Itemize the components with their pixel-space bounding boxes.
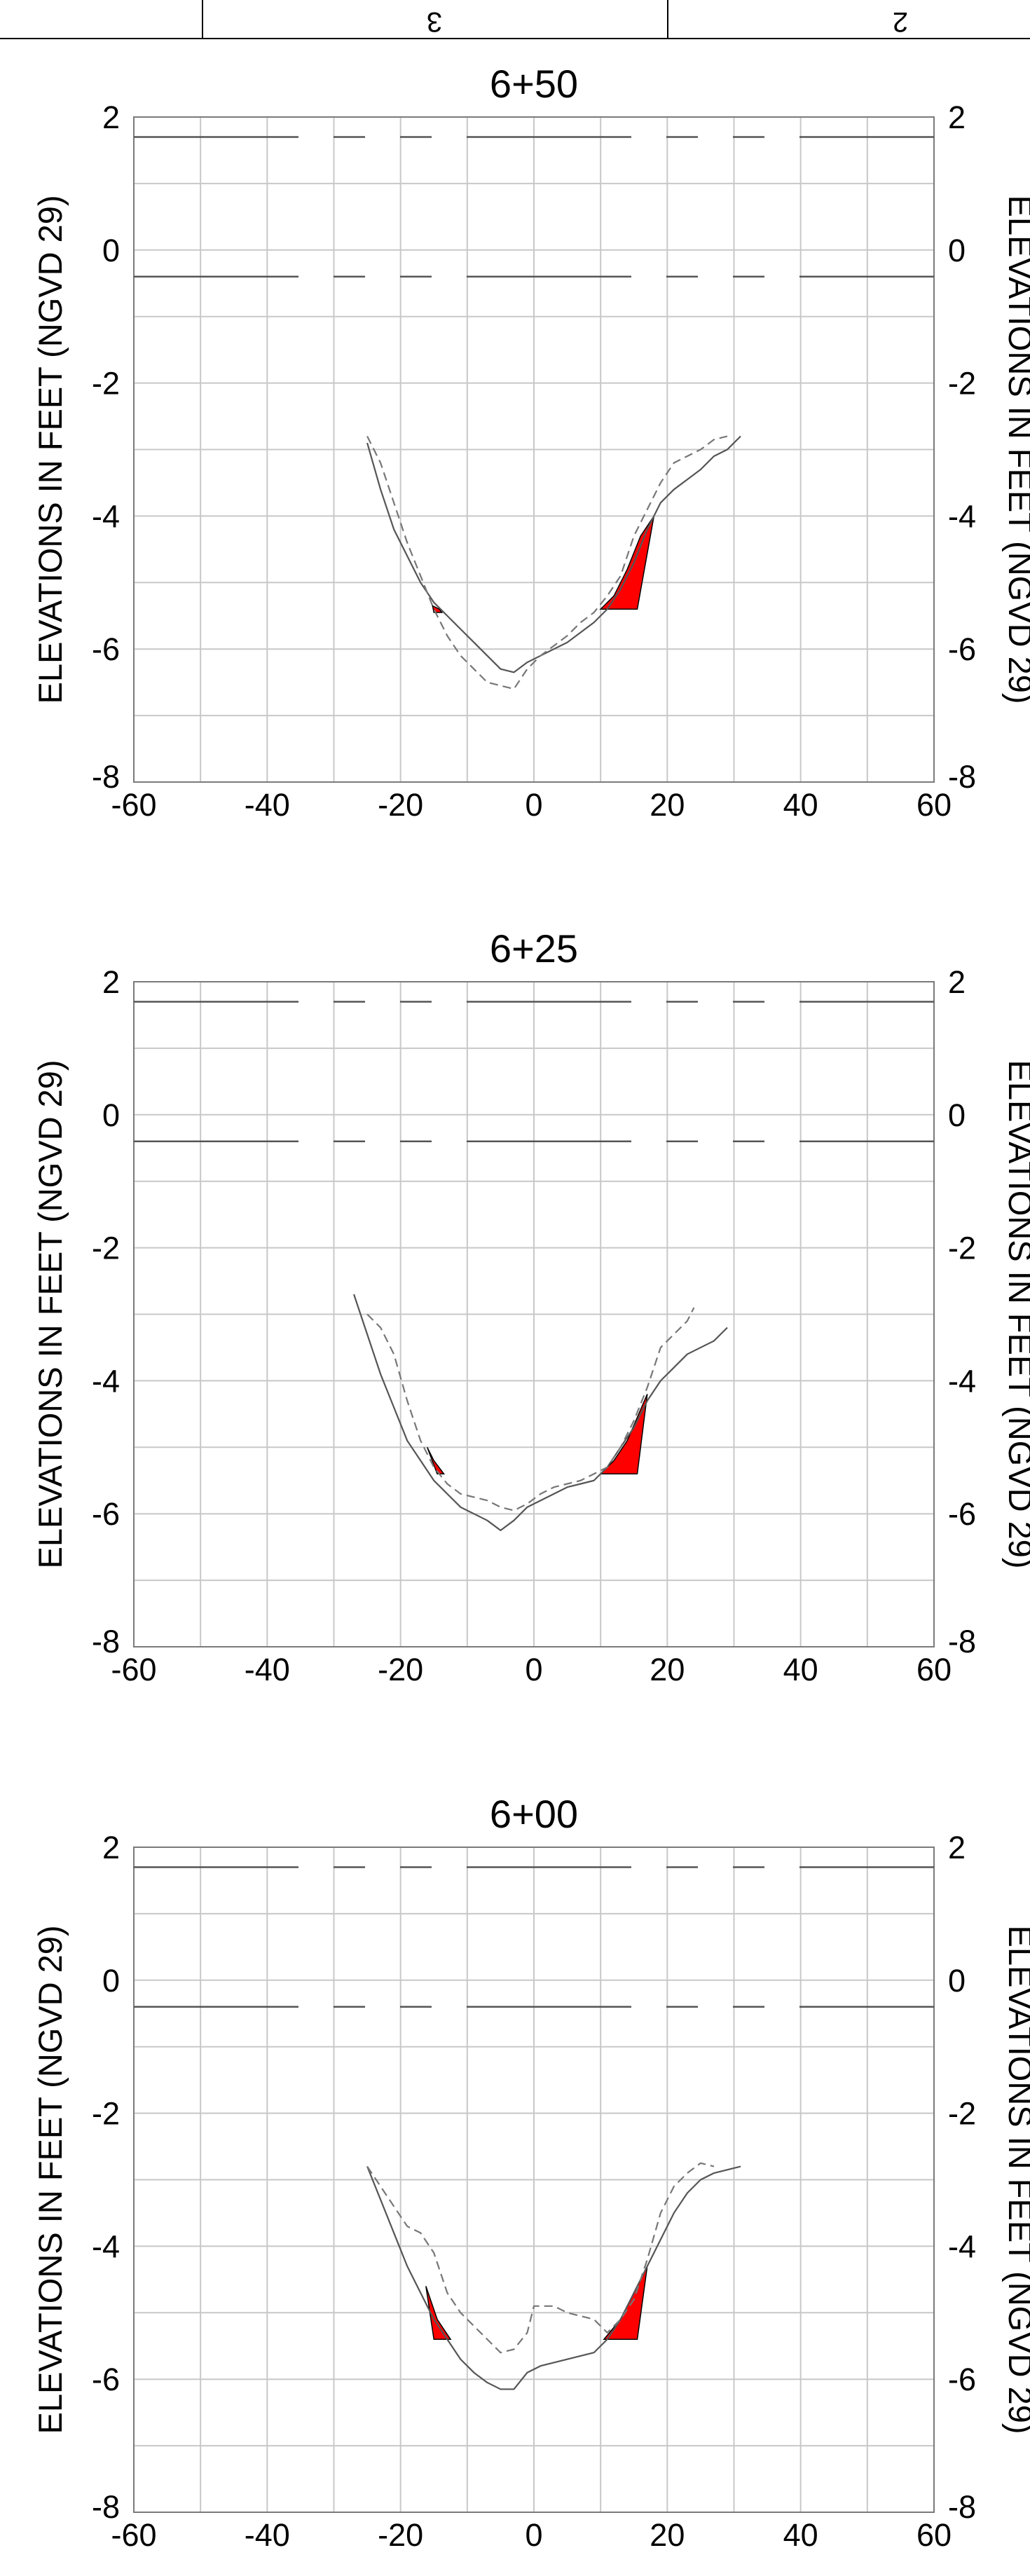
x-tick-label: -20 xyxy=(378,787,423,823)
y-tick-label-right: -2 xyxy=(948,2096,976,2132)
y-tick-label-right: -8 xyxy=(948,2489,976,2525)
y-tick-label-left: 0 xyxy=(102,233,120,268)
x-tick-label: -40 xyxy=(245,2517,290,2553)
cross-section-chart-0: 6+50-60 -40 -20 0 20 40 602 20 0-2 -2-4 -4-6 -6-8 -8… xyxy=(32,62,1030,823)
y-tick-label-right: -4 xyxy=(948,2228,976,2264)
y-tick-label-left: 2 xyxy=(102,100,120,135)
x-tick-label: 60 xyxy=(916,787,952,823)
x-tick-label: 40 xyxy=(783,787,818,823)
y-tick-label-left: 0 xyxy=(102,1963,120,1999)
y-tick-label-right: -6 xyxy=(948,1496,976,1532)
cross-section-chart-2: 6+00-60 -40 -20 0 20 40 602 20 0-2 -2-4 -4-6 -6-8 -8… xyxy=(32,1792,1030,2553)
profile-line-solid xyxy=(353,1294,728,1532)
x-tick-label: 40 xyxy=(783,1652,818,1687)
y-axis-label-right: ELEVATIONS IN FEET (NGVD 29) xyxy=(1002,1060,1030,1568)
y-tick-label-right: -2 xyxy=(948,1231,976,1266)
profile-line-solid xyxy=(366,2165,741,2390)
y-tick-label-left: -4 xyxy=(92,498,120,534)
y-tick-label-left: -6 xyxy=(92,1496,120,1532)
y-tick-label-right: 0 xyxy=(948,1097,966,1133)
y-tick-label-left: -8 xyxy=(92,1624,120,1659)
y-axis-label-right: ELEVATIONS IN FEET (NGVD 29) xyxy=(1002,195,1030,704)
chart-title: 6+25 xyxy=(490,926,578,971)
y-tick-label-right: -2 xyxy=(948,366,976,402)
x-tick-label: 20 xyxy=(650,787,685,823)
chart-title: 6+00 xyxy=(490,1792,578,1836)
x-tick-label: 0 xyxy=(525,2517,542,2553)
x-tick-label: 20 xyxy=(650,2517,685,2553)
y-tick-label-right: 2 xyxy=(948,1830,966,1865)
y-tick-label-left: -8 xyxy=(92,759,120,795)
y-tick-label-right: -6 xyxy=(948,631,976,667)
y-tick-label-right: 2 xyxy=(948,964,966,1000)
y-axis-label-left: ELEVATIONS IN FEET (NGVD 29) xyxy=(32,1060,69,1568)
x-tick-label: 60 xyxy=(916,2517,952,2553)
x-tick-label: -60 xyxy=(111,1652,156,1687)
cross-section-chart-1: 6+25-60 -40 -20 0 20 40 602 20 0-2 -2-4 -4-6 -6-8 -8… xyxy=(32,926,1030,1687)
y-tick-label-left: 2 xyxy=(102,1830,120,1865)
y-tick-label-left: -2 xyxy=(92,366,120,402)
y-tick-label-right: 2 xyxy=(948,100,966,135)
y-tick-label-left: -8 xyxy=(92,2489,120,2525)
x-tick-label: 20 xyxy=(650,1652,685,1687)
y-tick-label-left: -6 xyxy=(92,631,120,667)
y-tick-label-right: -6 xyxy=(948,2362,976,2397)
x-tick-label: -40 xyxy=(245,787,290,823)
profile-line-dashed xyxy=(366,435,728,690)
x-tick-label: -60 xyxy=(111,2517,156,2553)
cut-area xyxy=(427,1446,446,1475)
x-tick-label: 40 xyxy=(783,2517,818,2553)
x-tick-label: 0 xyxy=(525,787,542,823)
y-tick-label-left: 0 xyxy=(102,1097,120,1133)
x-tick-label: 60 xyxy=(916,1652,952,1687)
plot-frame xyxy=(133,116,935,783)
x-tick-label: -60 xyxy=(111,787,156,823)
y-tick-label-right: 0 xyxy=(948,1963,966,1999)
profile-line-dashed xyxy=(366,2162,715,2354)
y-tick-label-right: -4 xyxy=(948,498,976,534)
header-cell-right: 2 xyxy=(893,6,908,37)
cut-area xyxy=(599,1394,648,1475)
y-tick-label-left: -6 xyxy=(92,2362,120,2397)
y-tick-label-left: 2 xyxy=(102,964,120,1000)
y-axis-label-right: ELEVATIONS IN FEET (NGVD 29) xyxy=(1002,1925,1030,2434)
y-tick-label-left: -4 xyxy=(92,2228,120,2264)
y-tick-label-right: 0 xyxy=(948,233,966,268)
cut-area xyxy=(599,515,655,610)
profile-line-dashed xyxy=(366,1307,695,1512)
plot-frame xyxy=(133,981,935,1647)
y-tick-label-left: -4 xyxy=(92,1363,120,1399)
y-tick-label-right: -4 xyxy=(948,1363,976,1399)
x-tick-label: 0 xyxy=(525,1652,542,1687)
y-tick-label-right: -8 xyxy=(948,1624,976,1659)
plot-frame xyxy=(133,1847,935,2513)
y-tick-label-left: -2 xyxy=(92,1231,120,1266)
y-axis-label-left: ELEVATIONS IN FEET (NGVD 29) xyxy=(32,1925,69,2434)
chart-title: 6+50 xyxy=(490,62,578,106)
cut-area xyxy=(425,2286,452,2341)
profile-line-solid xyxy=(366,435,741,673)
y-tick-label-left: -2 xyxy=(92,2096,120,2132)
y-tick-label-right: -8 xyxy=(948,759,976,795)
y-axis-label-left: ELEVATIONS IN FEET (NGVD 29) xyxy=(32,195,69,704)
x-tick-label: -40 xyxy=(245,1652,290,1687)
x-tick-label: -20 xyxy=(378,2517,423,2553)
header-cell-left: 3 xyxy=(427,6,442,37)
x-tick-label: -20 xyxy=(378,1652,423,1687)
